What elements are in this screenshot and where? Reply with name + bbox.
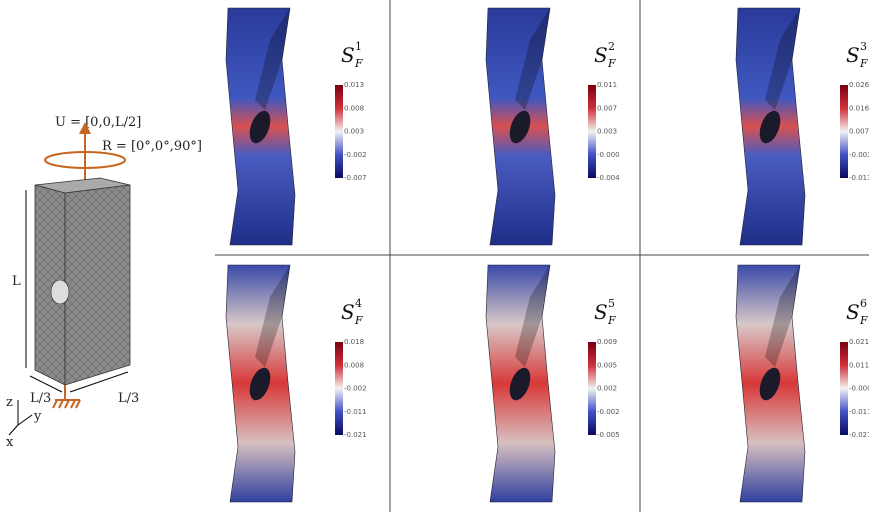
colorbar-tick: -0.021 [344,431,367,439]
axis-x: x [6,435,14,450]
colorbar-tick: -0.011 [344,408,367,416]
ground [53,400,80,408]
beam-front [65,185,130,385]
panel-label-sub: F [607,314,616,327]
colorbar-tick: 0.021 [849,338,869,346]
colorbar [840,85,848,178]
panel-label: S [846,300,860,324]
panel-label-sub: F [607,57,616,70]
panel-label-sub: F [354,314,363,327]
colorbar-tick: 0.007 [597,104,617,112]
colorbar [335,342,343,435]
panel-label-sup: 1 [355,40,362,53]
colorbar-tick: -0.021 [849,431,869,439]
hole [51,280,69,304]
colorbar-tick: -0.000 [849,385,869,393]
colorbar-tick: 0.026 [849,81,869,89]
panel-label: S [594,300,608,324]
panel: S3 F 0.026 0.016 0.007 -0.003 -0.013 [736,8,869,245]
panel: S6 F 0.021 0.011 -0.000 -0.011 -0.021 [736,265,869,502]
colorbar-tick: 0.005 [597,361,617,369]
colorbar-tick: 0.008 [344,361,364,369]
colorbar-tick: -0.004 [597,174,620,182]
panel-label-sup: 6 [860,297,867,310]
panel-label-sup: 2 [608,40,615,53]
width-label: L/3 [30,391,51,406]
colorbar-tick: 0.002 [597,385,617,393]
colorbar [588,85,596,178]
axis-z: z [6,395,13,410]
setup-diagram: U = [0,0,L/2] R = [0°,0°,90°] L L/3 L/3 … [6,115,202,450]
panel-label: S [341,43,355,67]
colorbar-tick: -0.013 [849,174,869,182]
panel-label-sub: F [354,57,363,70]
panel-label: S [341,300,355,324]
colorbar-tick: 0.003 [344,128,364,136]
colorbar-tick: 0.007 [849,128,869,136]
length-label: L [12,274,21,289]
colorbar-tick: 0.016 [849,104,869,112]
translation-label: U = [0,0,L/2] [55,115,141,130]
colorbar-tick: 0.013 [344,81,364,89]
panel-label-sub: F [859,57,868,70]
figure: U = [0,0,L/2] R = [0°,0°,90°] L L/3 L/3 … [0,0,869,512]
colorbar-tick: -0.005 [597,431,620,439]
colorbar-tick: 0.011 [849,361,869,369]
colorbar [588,342,596,435]
colorbar-tick: -0.002 [597,408,620,416]
panel-label-sup: 3 [860,40,867,53]
panel-label: S [594,43,608,67]
axis-y: y [33,409,42,424]
colorbar-tick: 0.003 [597,128,617,136]
colorbar-tick: -0.011 [849,408,869,416]
panel-label-sub: F [859,314,868,327]
depth-label: L/3 [118,391,139,406]
colorbar-tick: 0.011 [597,81,617,89]
colorbar-tick: -0.002 [344,151,367,159]
colorbar [335,85,343,178]
rotation-label: R = [0°,0°,90°] [102,139,202,154]
panel-label-sup: 5 [608,297,615,310]
colorbar-tick: -0.002 [344,385,367,393]
colorbar [840,342,848,435]
colorbar-tick: -0.007 [344,174,367,182]
panel-label-sup: 4 [355,297,362,310]
colorbar-tick: -0.000 [597,151,620,159]
colorbar-tick: 0.018 [344,338,364,346]
colorbar-tick: 0.009 [597,338,617,346]
colorbar-tick: -0.003 [849,151,869,159]
panel-label: S [846,43,860,67]
colorbar-tick: 0.008 [344,104,364,112]
